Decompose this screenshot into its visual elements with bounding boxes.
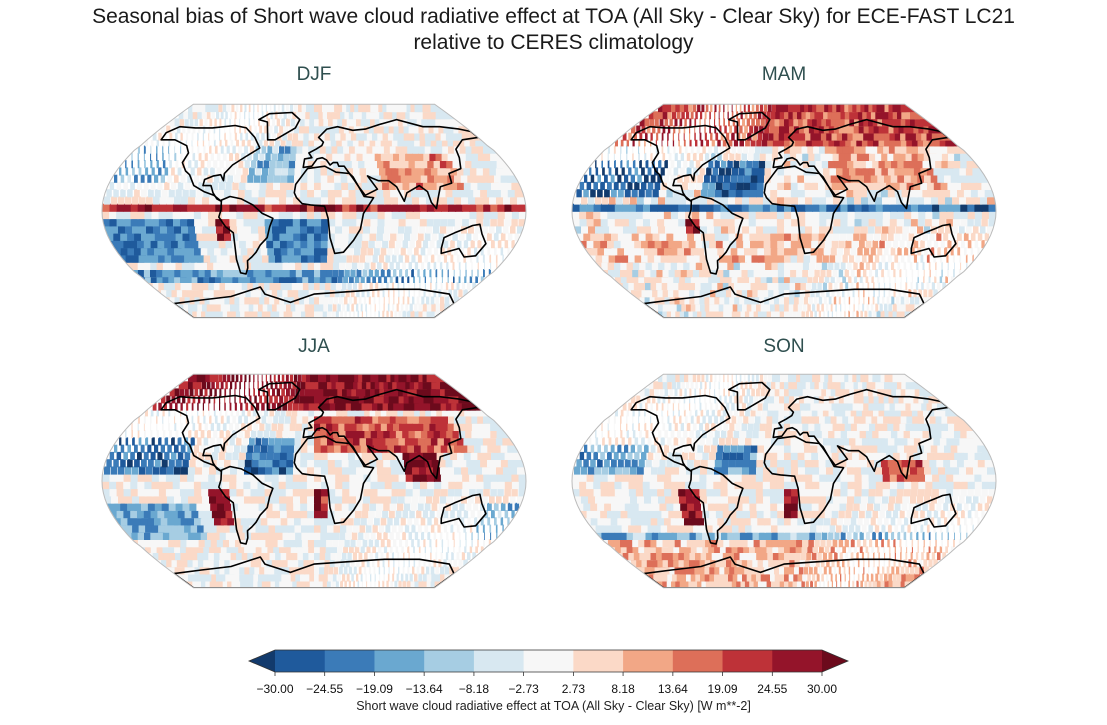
colorbar-tick-label: 13.64 — [657, 682, 688, 696]
coastlines — [160, 111, 487, 318]
colorbar-bin-2 — [374, 650, 425, 672]
map-panel-djf: DJF — [100, 62, 528, 324]
colorbar-tick-label: 2.73 — [561, 682, 586, 696]
map-son — [571, 373, 997, 589]
colorbar-tick-label: 30.00 — [806, 682, 838, 696]
title-line-2: relative to CERES climatology — [413, 31, 694, 54]
map-jja — [101, 373, 527, 589]
bias-field — [102, 104, 526, 318]
map-outline — [101, 373, 527, 589]
colorbar-tick-label: 8.18 — [611, 682, 635, 696]
colorbar-bin-4 — [473, 650, 525, 672]
colorbar-tick-label: −30.00 — [256, 682, 294, 696]
figure-title: Seasonal bias of Short wave cloud radiat… — [0, 4, 1107, 56]
colorbar-tick-label: −13.64 — [405, 682, 443, 696]
colorbar-tick-label: −8.18 — [458, 682, 490, 696]
panel-title-son: SON — [763, 336, 805, 357]
colorbar — [247, 649, 850, 676]
colorbar-tick-label: −24.55 — [306, 682, 344, 696]
bias-field — [572, 104, 996, 318]
colorbar-bin-7 — [623, 650, 674, 672]
map-mam — [571, 103, 997, 319]
map-outline — [571, 103, 997, 319]
colorbar-tick-label: −2.73 — [508, 682, 539, 696]
colorbar-label: Short wave cloud radiative effect at TOA… — [356, 699, 751, 713]
colorbar-bin-6 — [573, 650, 624, 672]
map-outline — [101, 103, 527, 319]
colorbar-bin-5 — [523, 650, 574, 672]
colorbar-bin-3 — [424, 650, 475, 672]
panel-title-jja: JJA — [298, 336, 330, 357]
colorbar-bin-1 — [324, 650, 375, 672]
colorbar-extend-low — [249, 650, 275, 672]
map-panel-son: SON — [570, 334, 998, 596]
map-panel-jja: JJA — [100, 334, 528, 596]
colorbar-bin-9 — [722, 650, 773, 672]
bias-field — [572, 374, 996, 588]
bias-field — [102, 374, 526, 588]
colorbar-bin-10 — [772, 650, 823, 672]
colorbar-tick-label: −19.09 — [355, 682, 393, 696]
map-panel-mam: MAM — [570, 62, 998, 324]
panel-title-djf: DJF — [296, 64, 332, 85]
map-outline — [571, 373, 997, 589]
colorbar-extend-high — [822, 650, 848, 672]
map-djf — [101, 103, 527, 319]
panel-title-mam: MAM — [761, 64, 807, 85]
colorbar-bin-0 — [275, 650, 326, 672]
colorbar-tick-label: 19.09 — [707, 682, 738, 696]
title-line-1: Seasonal bias of Short wave cloud radiat… — [92, 5, 1015, 28]
colorbar-tick-label: 24.55 — [757, 682, 788, 696]
colorbar-bin-8 — [672, 650, 724, 672]
